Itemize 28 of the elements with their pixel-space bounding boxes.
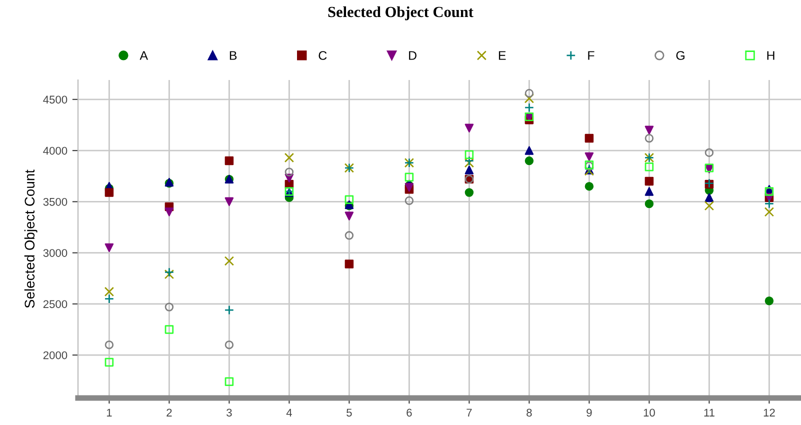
- legend-label: H: [767, 51, 774, 60]
- legend-label: F: [588, 51, 594, 60]
- legend-label: G: [676, 51, 684, 60]
- x-tick-label: 9: [586, 408, 592, 417]
- y-tick-label: 3000: [43, 249, 68, 257]
- x-tick-label: 10: [644, 408, 655, 417]
- x-tick-label: 8: [526, 408, 532, 417]
- y-tick-label: 2500: [43, 300, 68, 308]
- legend-label: B: [230, 51, 237, 60]
- x-tick-label: 11: [704, 408, 714, 416]
- x-tick-label: 6: [406, 408, 412, 417]
- x-tick-label: 1: [106, 408, 112, 416]
- legend-label: D: [409, 51, 416, 60]
- y-axis-title: Selected Object Count: [24, 170, 38, 308]
- x-tick-label: 4: [286, 408, 292, 416]
- y-tick-label: 2000: [43, 351, 68, 360]
- legend-label: C: [318, 51, 327, 60]
- chart-title: Selected Object Count: [328, 6, 474, 20]
- y-tick-label: 3500: [43, 198, 68, 206]
- legend-label: A: [140, 51, 148, 60]
- x-tick-label: 5: [346, 408, 352, 417]
- x-tick-label: 12: [764, 408, 775, 416]
- x-tick-label: 3: [226, 408, 232, 417]
- x-tick-label: 7: [466, 408, 472, 416]
- legend-label: E: [498, 51, 506, 60]
- x-tick-label: 2: [166, 408, 172, 416]
- y-tick-label: 4000: [43, 146, 68, 155]
- y-tick-label: 4500: [43, 96, 68, 104]
